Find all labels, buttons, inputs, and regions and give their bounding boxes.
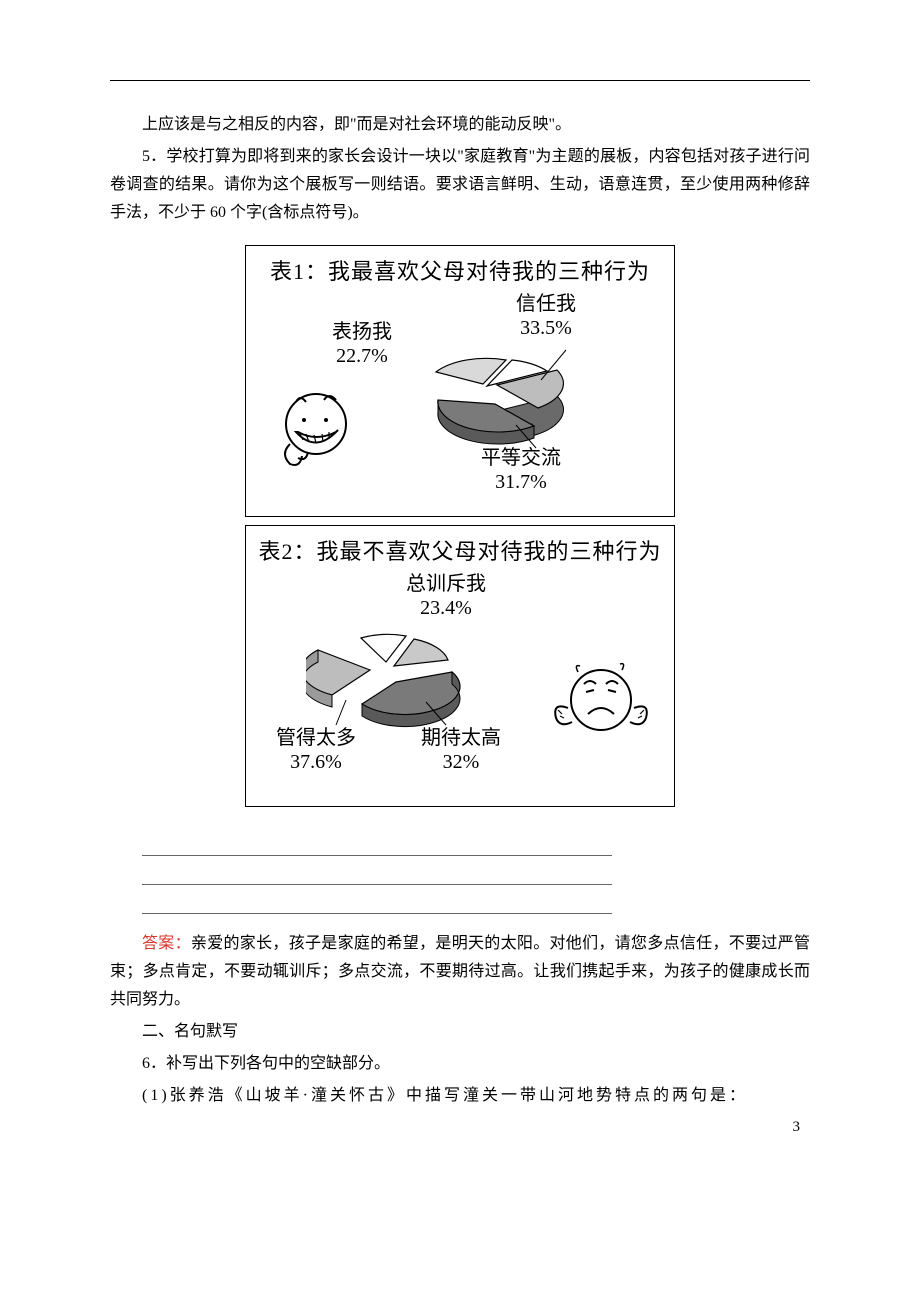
chart-2-label-scold-text: 总训斥我: [406, 573, 486, 595]
happy-face-icon: [266, 382, 366, 477]
question-5: 5．学校打算为即将到来的家长会设计一块以"家庭教育"为主题的展板，内容包括对孩子…: [110, 143, 810, 227]
body-text-block: 上应该是与之相反的内容，即"而是对社会环境的能动反映"。 5．学校打算为即将到来…: [110, 111, 810, 227]
document-page: 上应该是与之相反的内容，即"而是对社会环境的能动反映"。 5．学校打算为即将到来…: [0, 0, 920, 1154]
chart-1-label-trust-text: 信任我: [516, 293, 576, 315]
chart-1-title: 表1：我最喜欢父母对待我的三种行为: [256, 254, 664, 286]
answer-label: 答案：: [142, 935, 191, 952]
chart-1-label-equal-pct: 31.7%: [495, 471, 547, 493]
answer-block: 答案：亲爱的家长，孩子是家庭的希望，是明天的太阳。对他们，请您多点信任，不要过严…: [110, 930, 810, 1110]
chart-1-label-praise: 表扬我 22.7%: [332, 320, 392, 368]
chart-1-label-trust-pct: 33.5%: [520, 317, 572, 339]
header-rule: [110, 80, 810, 81]
chart-1-label-trust: 信任我 33.5%: [516, 292, 576, 340]
page-number: 3: [793, 1119, 801, 1136]
chart-1-box: 表1：我最喜欢父母对待我的三种行为 信任我 33.5% 表扬我 22.7% 平等…: [245, 245, 675, 517]
chart-2-label-scold-pct: 23.4%: [420, 597, 472, 619]
chart-2-title: 表2：我最不喜欢父母对待我的三种行为: [256, 534, 664, 566]
chart-2-pie: [306, 620, 496, 740]
chart-1-label-praise-pct: 22.7%: [336, 345, 388, 367]
answer-text: 亲爱的家长，孩子是家庭的希望，是明天的太阳。对他们，请您多点信任，不要过严管束；…: [110, 935, 810, 1008]
chart-2-body: 总训斥我 23.4% 管得太多 37.6% 期待太高 32%: [256, 572, 664, 792]
blank-line: [142, 831, 612, 856]
blank-line: [142, 889, 612, 914]
answer-blank-lines: [110, 831, 810, 914]
chart-2-label-scold: 总训斥我 23.4%: [406, 572, 486, 620]
chart-1-label-praise-text: 表扬我: [332, 321, 392, 343]
sad-face-icon: [546, 652, 656, 747]
intro-tail: 上应该是与之相反的内容，即"而是对社会环境的能动反映"。: [110, 111, 810, 139]
blank-line: [142, 860, 612, 885]
chart-2-label-control-pct: 37.6%: [290, 751, 342, 773]
question-6-1: (1)张养浩《山坡羊·潼关怀古》中描写潼关一带山河地势特点的两句是：: [110, 1082, 810, 1110]
chart-1-body: 信任我 33.5% 表扬我 22.7% 平等交流 31.7%: [256, 292, 664, 502]
chart-1-pie: [406, 340, 576, 460]
chart-2-box: 表2：我最不喜欢父母对待我的三种行为 总训斥我 23.4% 管得太多 37.6%…: [245, 525, 675, 807]
question-6: 6．补写出下列各句中的空缺部分。: [110, 1050, 810, 1078]
charts-container: 表1：我最喜欢父母对待我的三种行为 信任我 33.5% 表扬我 22.7% 平等…: [245, 245, 675, 807]
chart-2-label-expect-pct: 32%: [443, 751, 480, 773]
section-2-heading: 二、名句默写: [110, 1018, 810, 1046]
answer-paragraph: 答案：亲爱的家长，孩子是家庭的希望，是明天的太阳。对他们，请您多点信任，不要过严…: [110, 930, 810, 1014]
